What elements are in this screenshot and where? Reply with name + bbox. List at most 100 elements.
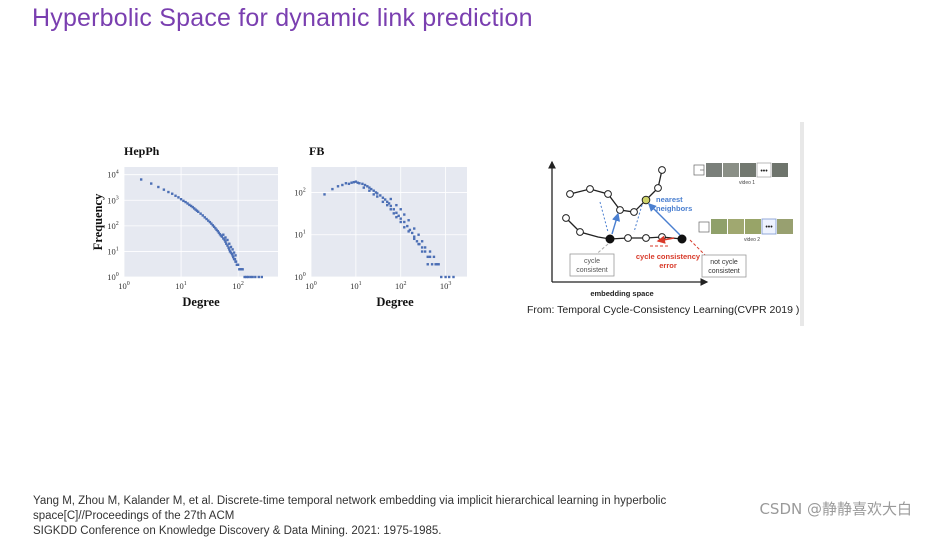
fb-data-point — [399, 217, 402, 220]
traj1-node — [630, 208, 638, 216]
hepph-data-point — [177, 196, 180, 199]
label-not-cycle: not cycle — [710, 259, 738, 266]
fb-data-point — [413, 235, 416, 238]
hepph-data-point — [222, 233, 225, 236]
hepph-data-point — [205, 217, 208, 221]
arrow-error — [656, 235, 675, 244]
fb-data-point — [434, 263, 437, 266]
fb-data-point — [356, 181, 359, 184]
hepph-data-point — [188, 203, 191, 207]
hepph-data-point — [203, 216, 206, 219]
hepph-data-point — [179, 198, 183, 201]
chart-hepph: HepPh 100 101 102 100 101 102 103 104 Degree F… — [88, 140, 284, 312]
fb-data-point — [403, 213, 406, 216]
label-embedding-space: embedding space — [590, 289, 653, 298]
hepph-data-point — [214, 227, 217, 230]
label-cycle: cycle — [584, 258, 600, 265]
fb-data-point — [440, 275, 443, 279]
hepph-data-point — [223, 238, 226, 242]
fb-data-point — [362, 186, 365, 189]
hepph-data-point — [167, 190, 170, 194]
fb-data-point — [374, 191, 378, 194]
hepph-data-point — [251, 275, 254, 279]
fb-data-point — [408, 228, 412, 232]
label-video2: video 2 — [744, 237, 760, 243]
traj2-node-start — [605, 234, 615, 244]
traj1-node — [658, 166, 666, 174]
chart-fb-points — [323, 180, 455, 279]
fb-ytick-label: 100 — [294, 272, 306, 282]
fb-data-point — [389, 208, 392, 211]
fb-data-point — [392, 212, 395, 215]
fb-data-point — [361, 182, 364, 186]
diagram-caption: From: Temporal Cycle-Consistency Learnin… — [527, 304, 800, 316]
hepph-data-point — [228, 242, 231, 245]
label-consistent: consistent — [576, 267, 608, 274]
fb-data-point — [395, 215, 398, 219]
label-not-consistent: consistent — [708, 268, 740, 275]
fb-data-point — [376, 195, 379, 198]
fb-data-point — [376, 192, 379, 195]
chart-fb: FB 100 101 102 103 100 101 102 Degree — [287, 140, 477, 312]
fb-data-point — [363, 183, 367, 187]
hepph-data-point — [174, 194, 177, 197]
hepph-data-point — [229, 251, 233, 254]
fb-data-point — [437, 263, 440, 266]
chart-hepph-grid — [123, 167, 278, 278]
hepph-data-point — [211, 224, 215, 227]
fb-data-point — [395, 203, 398, 207]
hepph-data-point — [199, 212, 202, 215]
hepph-ytick-label: 104 — [107, 170, 119, 180]
chart-hepph-xlabel: Degree — [182, 295, 220, 309]
fb-data-point — [406, 224, 409, 228]
fb-data-point — [386, 203, 389, 207]
hepph-data-point — [218, 233, 222, 236]
chart-fb-xticks: 100 101 102 103 — [305, 281, 451, 291]
chart-hepph-xticks: 100 101 102 — [118, 281, 244, 291]
traj1-node — [586, 185, 594, 193]
reference-line-2: SIGKDD Conference on Knowledge Discovery… — [33, 525, 442, 537]
hepph-data-point — [234, 254, 237, 257]
fb-data-point — [386, 200, 389, 204]
hepph-data-point — [234, 260, 238, 263]
box-not-consistent — [701, 254, 747, 278]
chart-fb-yticks: 100 101 102 — [294, 187, 306, 282]
fb-data-point — [403, 226, 406, 229]
chart-hepph-title: HepPh — [124, 144, 160, 158]
hepph-data-point — [245, 275, 248, 279]
fb-data-point — [420, 246, 424, 249]
hepph-ytick-label: 101 — [107, 246, 119, 256]
chart-hepph-svg: HepPh 100 101 102 100 101 102 103 104 Degree F… — [91, 144, 278, 309]
hepph-data-point — [224, 236, 227, 239]
label-cycle-error: cycle consistency — [636, 252, 701, 261]
fb-xtick-label: 101 — [350, 281, 362, 291]
hepph-data-point — [228, 248, 231, 251]
fb-data-point — [354, 180, 358, 183]
hepph-data-point — [231, 254, 234, 257]
hepph-data-point — [184, 200, 187, 204]
label-error: error — [659, 261, 677, 270]
chart-hepph-yticks: 100 101 102 103 104 — [107, 170, 119, 282]
hepph-data-point — [216, 229, 219, 233]
hepph-xtick-label: 100 — [118, 281, 130, 291]
fb-data-point — [387, 202, 391, 205]
hepph-data-point — [233, 257, 237, 261]
fb-data-point — [417, 233, 420, 236]
fb-data-point — [368, 186, 371, 189]
fb-data-point — [370, 187, 373, 191]
traj1-node — [616, 206, 624, 214]
hepph-data-point — [260, 275, 263, 279]
diagram-edge — [800, 122, 804, 326]
hepph-data-point — [150, 182, 153, 185]
traj1-node — [566, 190, 574, 198]
hepph-data-point — [182, 199, 185, 203]
fb-data-point — [410, 231, 414, 235]
hepph-ytick-label: 100 — [107, 272, 119, 282]
fb-data-point — [407, 219, 410, 222]
hepph-data-point — [195, 209, 199, 212]
fb-data-point — [366, 185, 369, 188]
hepph-data-point — [224, 240, 227, 243]
fb-data-point — [379, 194, 382, 197]
reference-line-1: Yang M, Zhou M, Kalander M, et al. Discr… — [33, 495, 667, 522]
fb-data-point — [323, 193, 326, 196]
